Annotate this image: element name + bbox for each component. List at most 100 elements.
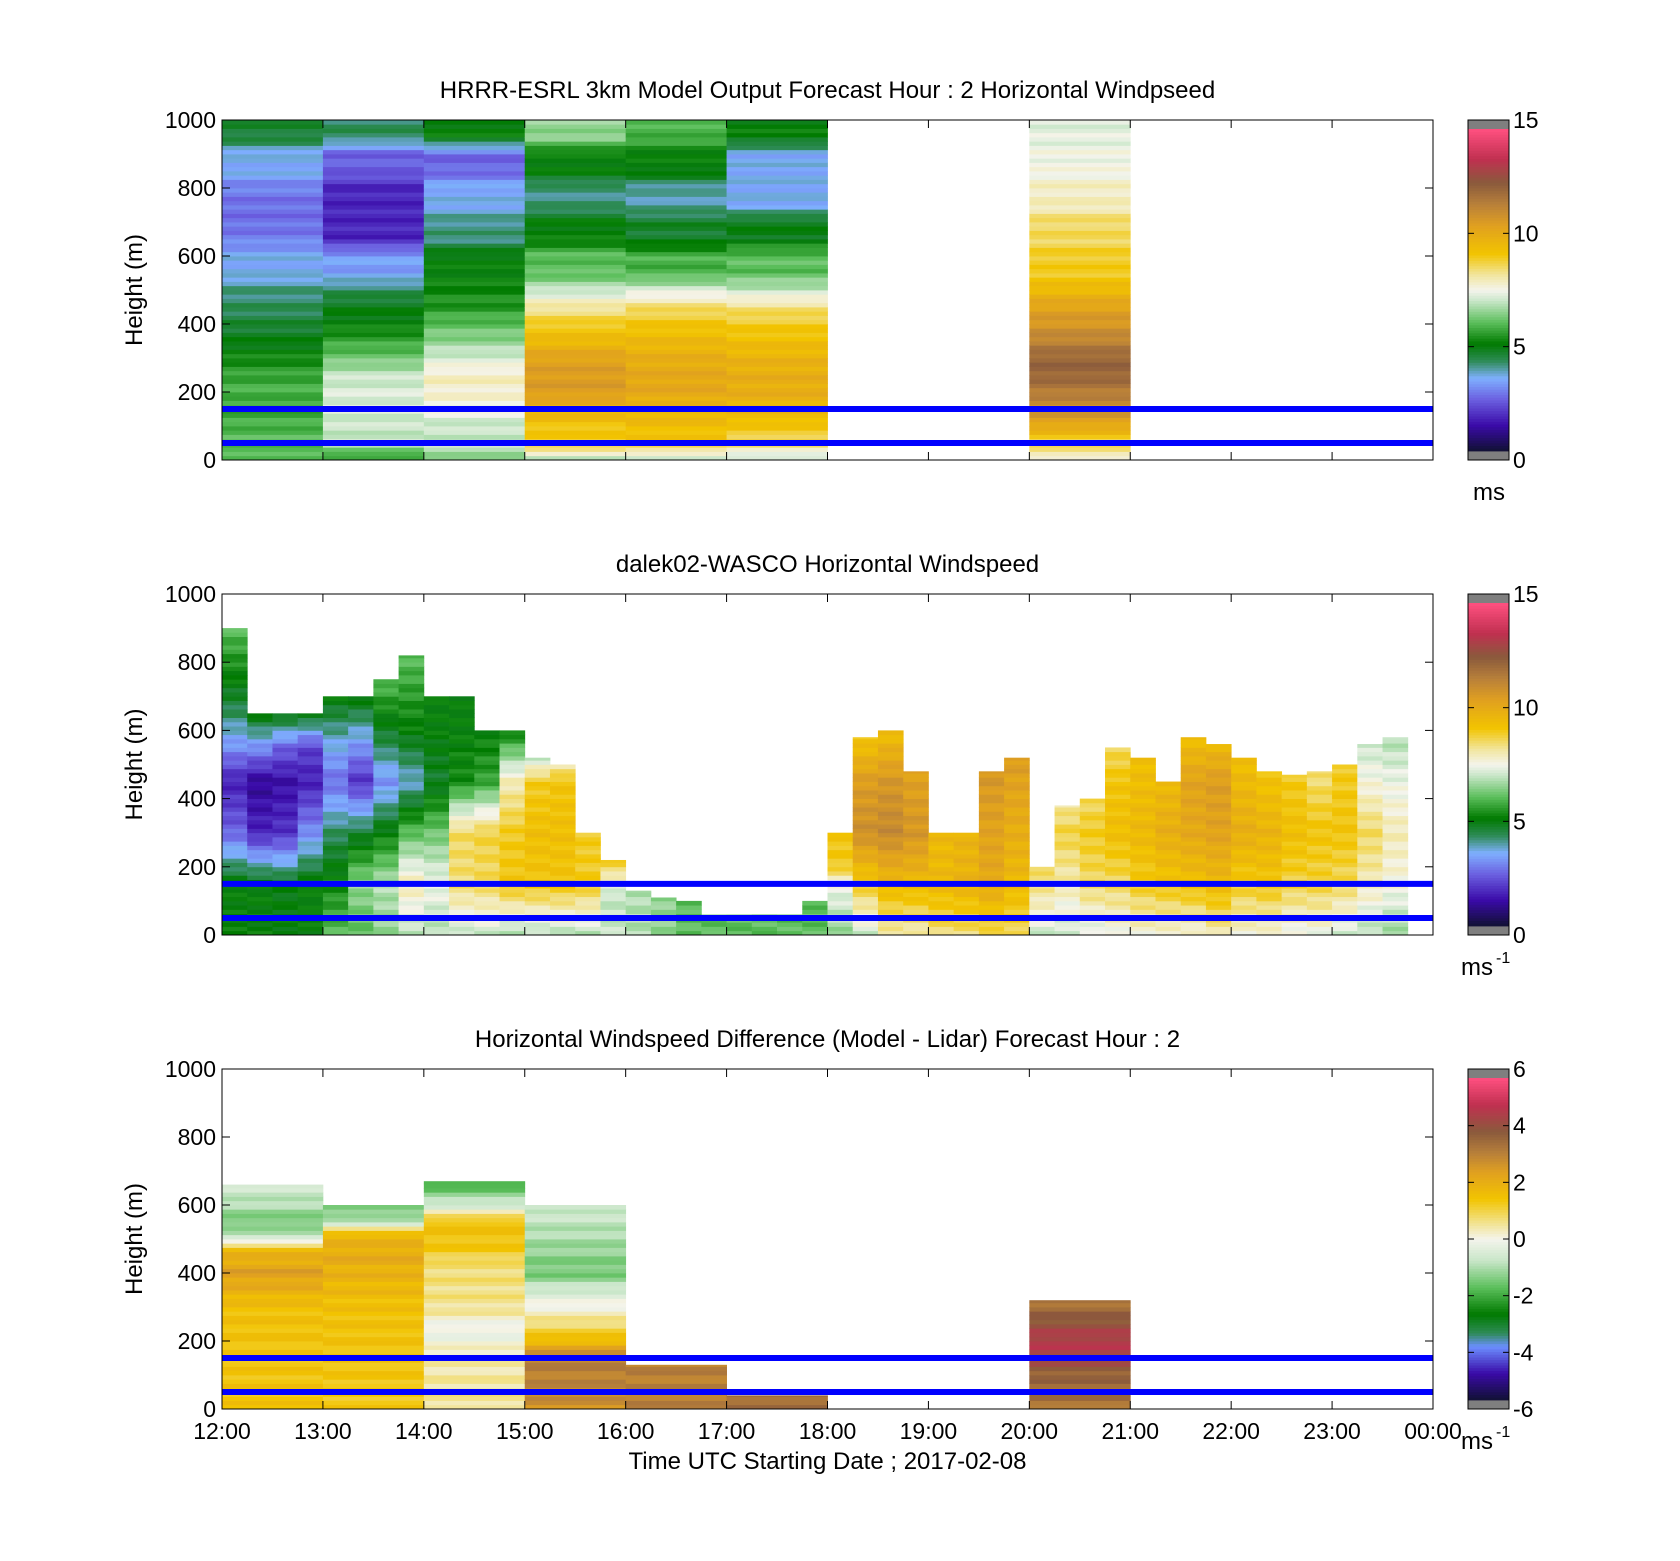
colorbar-swatch — [1468, 206, 1509, 210]
colorbar-swatch — [1468, 691, 1509, 695]
heatmap-cell — [625, 294, 727, 299]
heatmap-cell — [751, 926, 778, 932]
heatmap-cell — [726, 188, 828, 193]
heatmap-cell — [1054, 828, 1081, 834]
heatmap-cell — [1306, 807, 1333, 812]
heatmap-cell — [978, 866, 1005, 872]
heatmap-cell — [322, 900, 349, 906]
heatmap-cell — [1155, 845, 1182, 851]
heatmap-cell — [1079, 888, 1106, 893]
heatmap-cell — [348, 751, 374, 757]
heatmap-cell — [322, 926, 349, 932]
heatmap-cell — [1357, 836, 1383, 842]
heatmap-cell — [827, 900, 854, 906]
heatmap-cell — [398, 802, 425, 808]
heatmap-cell — [222, 751, 248, 757]
heatmap-cell — [449, 930, 475, 936]
heatmap-cell — [978, 900, 1005, 906]
heatmap-cell — [1130, 845, 1156, 851]
heatmap-cell — [1105, 836, 1131, 842]
colorbar-swatch — [1468, 249, 1509, 253]
colorbar-swatch — [1468, 394, 1509, 398]
heatmap-cell — [549, 892, 576, 898]
colorbar-swatch — [1468, 247, 1509, 251]
heatmap-cell — [222, 171, 324, 176]
colorbar-swatch — [1468, 710, 1509, 714]
heatmap-cell — [222, 370, 324, 376]
heatmap-cell — [423, 1345, 526, 1350]
heatmap-cell — [1079, 905, 1106, 910]
heatmap-cell — [877, 730, 904, 736]
heatmap-cell — [1357, 744, 1383, 748]
colorbar-swatch — [1468, 1381, 1509, 1385]
colorbar-swatch — [1468, 611, 1509, 615]
colorbar-swatch — [1468, 190, 1509, 194]
heatmap-cell — [1256, 807, 1283, 812]
heatmap-cell — [1029, 1332, 1131, 1338]
heatmap-cell — [524, 1341, 627, 1346]
heatmap-cell — [852, 781, 879, 787]
heatmap-cell — [625, 1375, 727, 1380]
heatmap-cell — [1281, 785, 1308, 791]
heatmap-cell — [474, 738, 500, 744]
heatmap-cell — [423, 704, 450, 710]
heatmap-cell — [449, 734, 475, 740]
heatmap-cell — [1357, 781, 1383, 787]
colorbar-swatch — [1468, 225, 1509, 229]
heatmap-cell — [222, 298, 324, 304]
heatmap-cell — [1130, 930, 1156, 936]
heatmap-cell — [423, 1315, 526, 1321]
heatmap-cell — [751, 922, 778, 927]
colorbar-swatch — [1468, 440, 1509, 444]
heatmap-cell — [222, 413, 324, 418]
heatmap-cell — [322, 166, 425, 172]
heatmap-cell — [524, 137, 627, 142]
colorbar-swatch — [1468, 1386, 1509, 1390]
heatmap-cell — [1180, 764, 1207, 770]
heatmap-cell — [1155, 781, 1182, 787]
heatmap-cell — [1105, 892, 1131, 898]
heatmap-cell — [222, 230, 324, 236]
heatmap-cell — [322, 247, 425, 253]
heatmap-cell — [953, 866, 980, 872]
heatmap-cell — [322, 234, 425, 240]
heatmap-cell — [1004, 768, 1030, 774]
heatmap-cell — [499, 909, 526, 915]
heatmap-cell — [373, 781, 400, 787]
y-tick-label: 800 — [178, 649, 216, 675]
colorbar-swatch — [1468, 281, 1509, 286]
heatmap-cell — [499, 751, 526, 757]
heatmap-cell — [903, 875, 929, 880]
heatmap-cell — [322, 747, 349, 753]
heatmap-cell — [322, 387, 425, 393]
heatmap-cell — [449, 726, 475, 731]
heatmap-cell — [852, 815, 879, 821]
heatmap-cell — [423, 1264, 526, 1270]
heatmap-cell — [247, 713, 273, 719]
heatmap-cell — [1054, 858, 1081, 863]
heatmap-cell — [272, 773, 299, 778]
heatmap-cell — [398, 905, 425, 910]
heatmap-cell — [1029, 362, 1131, 367]
heatmap-cell — [373, 692, 400, 697]
heatmap-cell — [877, 866, 904, 872]
heatmap-cell — [1281, 836, 1308, 842]
heatmap-cell — [978, 832, 1005, 838]
heatmap-cell — [373, 871, 400, 876]
colorbar-swatch — [1468, 880, 1509, 884]
heatmap-cell — [1079, 832, 1106, 838]
heatmap-cell — [903, 892, 929, 898]
heatmap-cell — [222, 768, 248, 774]
heatmap-cell — [373, 751, 400, 757]
heatmap-cell — [877, 841, 904, 846]
heatmap-cell — [1231, 875, 1257, 880]
heatmap-cell — [877, 768, 904, 774]
x-tick-label: 19:00 — [900, 1418, 958, 1444]
heatmap-cell — [499, 922, 526, 927]
heatmap-cell — [625, 417, 727, 423]
heatmap-cell — [1357, 841, 1383, 846]
colorbar-swatch — [1468, 268, 1509, 272]
colorbar-swatch — [1468, 651, 1509, 655]
heatmap-cell — [1231, 811, 1257, 817]
